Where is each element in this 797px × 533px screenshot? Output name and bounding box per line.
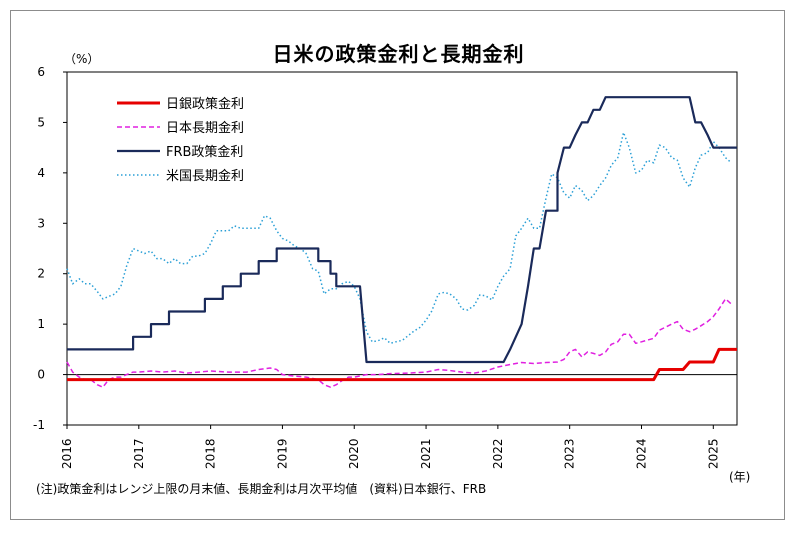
legend-label-1: 日本長期金利	[166, 120, 244, 136]
x-tick-label: 2023	[563, 438, 577, 469]
x-tick-label: 2016	[60, 438, 74, 469]
y-tick-label: 2	[37, 267, 45, 281]
y-tick-label: -1	[33, 418, 45, 432]
series-layer	[66, 96, 737, 388]
y-tick-label: 4	[37, 166, 45, 180]
x-tick-label: 2021	[419, 438, 433, 469]
series-line-2	[67, 96, 737, 364]
x-tick-label: 2025	[706, 438, 720, 469]
series-line-0	[67, 347, 737, 382]
legend-label-0: 日銀政策金利	[166, 96, 244, 112]
source-note: (注)政策金利はレンジ上限の月末値、長期金利は月次平均値 (資料)日本銀行、FR…	[36, 482, 487, 496]
y-tick-label: 0	[37, 368, 45, 382]
y-tick-label: 5	[37, 115, 45, 129]
x-tick-label: 2024	[634, 438, 648, 469]
chart-frame	[10, 10, 785, 520]
x-tick-label: 2022	[491, 438, 505, 469]
legend-label-2: FRB政策金利	[166, 144, 243, 160]
y-tick-label: 1	[37, 317, 45, 331]
y-tick-label: 6	[37, 65, 45, 79]
x-tick-label: 2017	[132, 438, 146, 469]
y-axis-ticks: -1 0 1 2 3 4 5 6	[33, 65, 67, 432]
legend-label-3: 米国長期金利	[166, 168, 244, 184]
series-line-1	[66, 298, 732, 388]
x-unit-label: (年)	[729, 470, 750, 484]
chart-title: 日米の政策金利と長期金利	[272, 42, 525, 66]
series-line-3	[66, 131, 732, 345]
plot-area	[66, 71, 738, 426]
plot-border	[66, 71, 738, 426]
x-tick-label: 2018	[204, 438, 218, 469]
y-unit-label: （%）	[64, 52, 100, 66]
x-axis-ticks: 2016 2017 2018 2019 2020 2021 2022 2023 2024 2025	[60, 425, 720, 469]
x-tick-label: 2020	[347, 438, 361, 469]
x-tick-label: 2019	[275, 438, 289, 469]
y-tick-label: 3	[37, 216, 45, 230]
